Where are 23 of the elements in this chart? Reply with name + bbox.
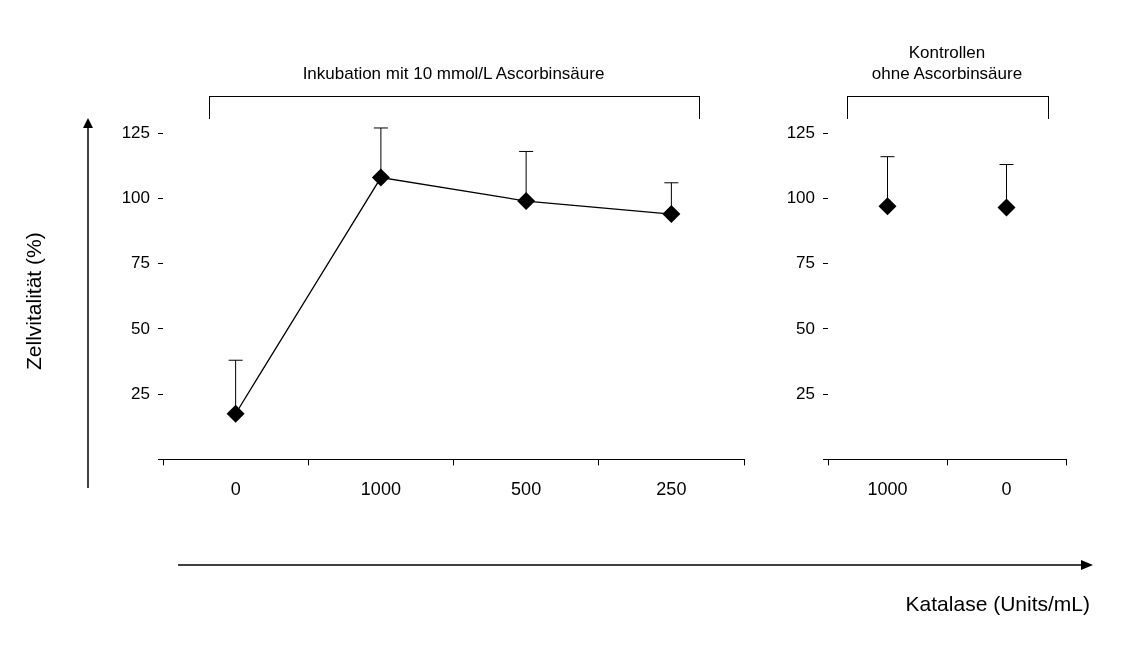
- chart-title: Kontrollen ohne Ascorbinsäure: [870, 42, 1024, 84]
- y-tick-label: 25: [796, 383, 815, 403]
- y-axis-title: Zellvitalität (%): [22, 232, 46, 370]
- y-tick-label: 50: [796, 318, 815, 338]
- x-tick-label: 1000: [867, 479, 908, 500]
- x-axis-title: Katalase (Units/mL): [905, 592, 1090, 616]
- x-tick-label: 250: [656, 479, 687, 500]
- point: [226, 404, 245, 423]
- point: [517, 192, 536, 211]
- point: [662, 205, 681, 224]
- y-tick-label: 100: [786, 188, 815, 208]
- y-tick-label: 25: [131, 383, 150, 403]
- y-tick-label: 75: [796, 253, 815, 273]
- chart-title: Inkubation mit 10 mmol/L Ascorbinsäure: [301, 63, 606, 84]
- y-tick-label: 125: [121, 122, 150, 142]
- y-tick-label: 50: [131, 318, 150, 338]
- x-tick-label: 500: [511, 479, 542, 500]
- y-tick-label: 125: [786, 122, 815, 142]
- y-tick-label: 100: [121, 188, 150, 208]
- x-tick-label: 0: [230, 479, 241, 500]
- x-tick-label: 0: [1001, 479, 1012, 500]
- x-tick-label: 1000: [360, 479, 401, 500]
- y-tick-label: 75: [131, 253, 150, 273]
